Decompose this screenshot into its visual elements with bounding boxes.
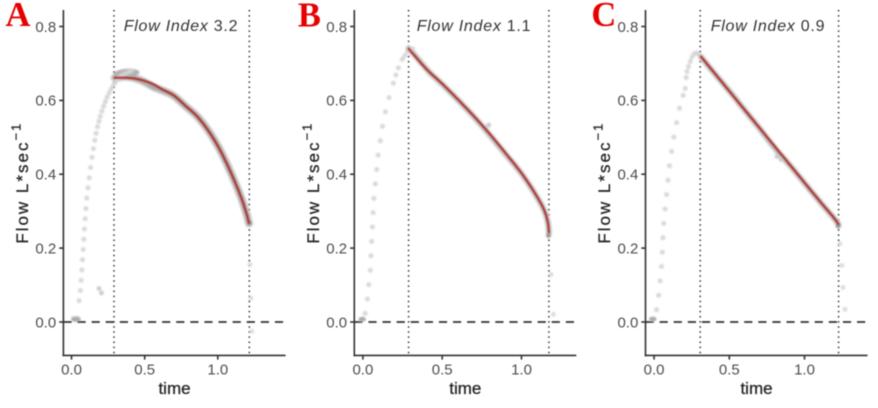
- svg-text:0.6: 0.6: [35, 93, 56, 110]
- svg-text:0.0: 0.0: [352, 361, 373, 378]
- svg-text:0.5: 0.5: [432, 361, 453, 378]
- svg-text:0.6: 0.6: [617, 93, 638, 110]
- svg-text:Flow Index 1.1: Flow Index 1.1: [417, 18, 532, 35]
- svg-text:1.0: 1.0: [511, 361, 532, 378]
- svg-text:0.6: 0.6: [326, 93, 347, 110]
- svg-text:Flow L*sec−1: Flow L*sec−1: [299, 122, 323, 244]
- svg-text:A: A: [6, 0, 31, 34]
- svg-text:Flow L*sec−1: Flow L*sec−1: [9, 122, 33, 244]
- svg-text:C: C: [591, 0, 616, 34]
- svg-text:0.2: 0.2: [617, 240, 638, 257]
- svg-text:1.0: 1.0: [207, 361, 228, 378]
- svg-text:Flow Index 0.9: Flow Index 0.9: [711, 18, 826, 35]
- svg-text:time: time: [740, 379, 772, 398]
- svg-text:B: B: [298, 0, 321, 34]
- svg-text:0.0: 0.0: [61, 361, 82, 378]
- svg-text:time: time: [449, 379, 481, 398]
- svg-text:Flow L*sec−1: Flow L*sec−1: [591, 122, 615, 244]
- svg-text:time: time: [158, 379, 190, 398]
- svg-text:1.0: 1.0: [794, 361, 815, 378]
- svg-text:0.4: 0.4: [617, 167, 638, 184]
- svg-text:0.8: 0.8: [326, 19, 347, 36]
- svg-text:0.8: 0.8: [35, 19, 56, 36]
- svg-text:0.0: 0.0: [326, 314, 347, 331]
- svg-text:0.5: 0.5: [719, 361, 740, 378]
- svg-text:0.0: 0.0: [617, 314, 638, 331]
- svg-text:0.4: 0.4: [326, 167, 347, 184]
- svg-text:0.0: 0.0: [644, 361, 665, 378]
- svg-text:0.8: 0.8: [617, 19, 638, 36]
- svg-text:0.0: 0.0: [35, 314, 56, 331]
- svg-text:0.4: 0.4: [35, 167, 56, 184]
- svg-text:0.5: 0.5: [134, 361, 155, 378]
- svg-text:0.2: 0.2: [326, 240, 347, 257]
- svg-text:0.2: 0.2: [35, 240, 56, 257]
- svg-text:Flow Index 3.2: Flow Index 3.2: [124, 18, 239, 35]
